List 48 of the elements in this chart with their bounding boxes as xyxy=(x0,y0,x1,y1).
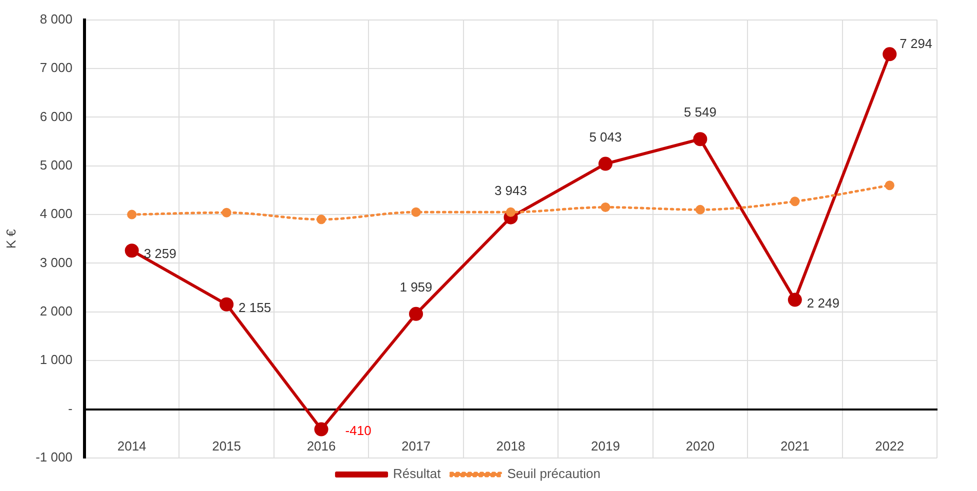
data-label: -410 xyxy=(345,422,372,438)
point xyxy=(124,244,139,258)
data-label: 5 549 xyxy=(684,104,716,120)
legend-label: Seuil précaution xyxy=(507,466,600,482)
point xyxy=(316,214,326,224)
y-tick-label: - xyxy=(68,400,72,416)
x-tick-label: 2017 xyxy=(402,438,430,454)
y-tick-label: 6 000 xyxy=(40,108,72,124)
point xyxy=(127,210,137,220)
point xyxy=(222,208,232,218)
point xyxy=(790,196,800,206)
y-tick-label: 2 000 xyxy=(40,304,72,319)
y-tick-label: 5 000 xyxy=(40,157,72,172)
y-axis-title: K € xyxy=(3,228,18,249)
data-label: 3 259 xyxy=(144,246,176,262)
data-label: 7 294 xyxy=(900,36,932,51)
y-tick-label: 4 000 xyxy=(40,206,72,222)
data-label: 2 249 xyxy=(806,295,840,310)
point xyxy=(314,422,328,436)
x-tick-label: 2020 xyxy=(686,438,715,454)
x-tick-label: 2022 xyxy=(875,438,904,454)
point xyxy=(693,132,708,146)
point xyxy=(882,47,897,62)
point xyxy=(411,207,421,217)
point xyxy=(220,297,234,312)
data-label: 5 043 xyxy=(589,129,622,144)
data-label: 3 943 xyxy=(494,182,528,198)
data-label: 1 959 xyxy=(400,280,432,295)
y-tick-label: 1 000 xyxy=(40,352,72,368)
data-label: 2 155 xyxy=(238,300,272,315)
legend-label: Résultat xyxy=(393,466,442,482)
x-tick-label: 2018 xyxy=(496,438,526,454)
x-tick-label: 2019 xyxy=(590,438,620,454)
x-tick-label: 2021 xyxy=(780,438,810,454)
y-tick-label: 3 000 xyxy=(40,254,72,270)
point xyxy=(409,306,424,321)
y-tick-label: 8 000 xyxy=(40,11,72,26)
y-tick-label: 7 000 xyxy=(40,60,72,76)
x-tick-label: 2015 xyxy=(212,438,242,454)
point xyxy=(506,207,516,217)
x-tick-label: 2014 xyxy=(117,438,146,454)
point xyxy=(788,292,802,307)
point xyxy=(600,202,610,212)
y-tick-label: -1 000 xyxy=(36,450,72,465)
x-tick-label: 2016 xyxy=(306,438,336,454)
point xyxy=(884,180,894,190)
point xyxy=(695,204,705,214)
point xyxy=(598,156,612,171)
